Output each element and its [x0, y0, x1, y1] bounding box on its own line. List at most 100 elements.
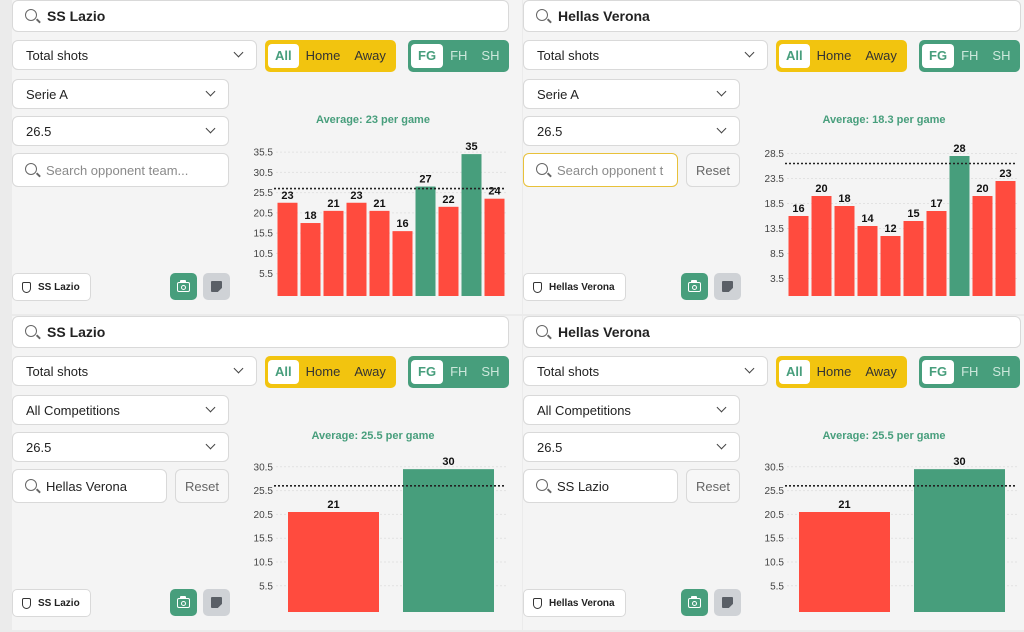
bar-value-label: 28 [953, 143, 965, 155]
team-search[interactable]: Hellas Verona [523, 0, 1021, 32]
screenshot-button[interactable] [170, 273, 197, 300]
team-search[interactable]: Hellas Verona [523, 316, 1021, 348]
bar-value-label: 22 [442, 194, 454, 206]
location-option-away[interactable]: Away [354, 364, 386, 379]
location-option-all[interactable]: All [268, 44, 299, 68]
bar-value-label: 27 [419, 174, 431, 186]
reset-button[interactable]: Reset [686, 469, 740, 503]
shield-icon [22, 281, 31, 293]
competition-select[interactable]: Serie A [523, 79, 740, 109]
team-badge: Hellas Verona [523, 273, 626, 301]
note-button[interactable] [714, 273, 741, 300]
competition-select[interactable]: All Competitions [12, 395, 229, 425]
bar-value-label: 24 [488, 186, 501, 198]
location-option-home[interactable]: Home [305, 48, 341, 63]
period-option-fh[interactable]: FH [961, 48, 979, 63]
y-tick-label: 10.5 [254, 249, 274, 260]
location-toggle: All Home Away [265, 356, 396, 388]
bar [369, 210, 390, 296]
period-option-fg[interactable]: FG [922, 360, 955, 384]
team-search-value: Hellas Verona [558, 8, 650, 24]
stat-select[interactable]: Total shots [12, 356, 257, 386]
location-option-all[interactable]: All [779, 360, 810, 384]
note-button[interactable] [203, 273, 230, 300]
stat-select[interactable]: Total shots [523, 40, 768, 70]
location-option-away[interactable]: Away [865, 364, 897, 379]
team-search[interactable]: SS Lazio [12, 316, 509, 348]
screenshot-button[interactable] [170, 589, 197, 616]
bar [903, 221, 924, 296]
period-option-fh[interactable]: FH [450, 364, 468, 379]
line-select[interactable]: 26.5 [12, 116, 229, 146]
stat-select-value: Total shots [537, 363, 600, 379]
opponent-search-input[interactable]: SS Lazio [523, 469, 678, 503]
bar [461, 154, 482, 296]
line-select[interactable]: 26.5 [523, 116, 740, 146]
bar [995, 181, 1016, 296]
period-option-fh[interactable]: FH [961, 364, 979, 379]
note-button[interactable] [203, 589, 230, 616]
team-search-value: SS Lazio [47, 324, 106, 340]
bar [438, 206, 459, 296]
competition-select[interactable]: All Competitions [523, 395, 740, 425]
line-select[interactable]: 26.5 [12, 432, 229, 462]
average-label: Average: 25.5 per game [311, 430, 435, 442]
location-option-home[interactable]: Home [305, 364, 341, 379]
reset-button[interactable]: Reset [175, 469, 229, 503]
opponent-search-input[interactable]: Search opponent team... [12, 153, 229, 187]
period-option-fg[interactable]: FG [922, 44, 955, 68]
bar [288, 512, 379, 612]
y-tick-label: 13.5 [765, 224, 785, 235]
period-option-fg[interactable]: FG [411, 360, 444, 384]
bar-value-label: 21 [327, 198, 339, 210]
search-icon [536, 9, 548, 21]
chevron-down-icon [205, 86, 216, 97]
competition-select-value: Serie A [537, 86, 579, 102]
camera-icon [180, 280, 186, 283]
period-option-sh[interactable]: SH [481, 48, 500, 63]
y-tick-label: 20.5 [254, 208, 274, 219]
period-option-sh[interactable]: SH [992, 364, 1011, 379]
location-option-home[interactable]: Home [816, 48, 852, 63]
stat-select[interactable]: Total shots [523, 356, 768, 386]
location-option-home[interactable]: Home [816, 364, 852, 379]
y-tick-label: 23.5 [765, 174, 785, 185]
bar-value-label: 23 [999, 168, 1011, 180]
period-option-sh[interactable]: SH [992, 48, 1011, 63]
search-icon [25, 325, 37, 337]
bar-value-label: 16 [396, 218, 408, 230]
line-select[interactable]: 26.5 [523, 432, 740, 462]
period-option-sh[interactable]: SH [481, 364, 500, 379]
y-tick-label: 25.5 [254, 188, 274, 199]
y-tick-label: 28.5 [765, 149, 785, 160]
shield-icon [533, 597, 542, 609]
bar [277, 202, 298, 296]
y-tick-label: 3.5 [770, 274, 784, 285]
search-icon [536, 163, 548, 175]
period-toggle: FG FH SH [919, 356, 1021, 388]
team-search[interactable]: SS Lazio [12, 0, 509, 32]
team-panel-3: SS Lazio Total shots All Home Away FG FH SH … [12, 316, 522, 630]
opponent-search-input[interactable]: Search opponent t [523, 153, 678, 187]
opponent-search-text: Hellas Verona [46, 478, 127, 494]
team-badge: Hellas Verona [523, 589, 626, 617]
period-option-fh[interactable]: FH [450, 48, 468, 63]
screenshot-button[interactable] [681, 589, 708, 616]
camera-icon [691, 280, 697, 283]
screenshot-button[interactable] [681, 273, 708, 300]
reset-button[interactable]: Reset [686, 153, 740, 187]
bar-value-label: 21 [373, 198, 385, 210]
chevron-down-icon [716, 439, 727, 450]
opponent-search-input[interactable]: Hellas Verona [12, 469, 167, 503]
y-tick-label: 25.5 [254, 486, 274, 497]
location-option-all[interactable]: All [268, 360, 299, 384]
competition-select[interactable]: Serie A [12, 79, 229, 109]
stat-select[interactable]: Total shots [12, 40, 257, 70]
period-option-fg[interactable]: FG [411, 44, 444, 68]
location-option-away[interactable]: Away [865, 48, 897, 63]
chevron-down-icon [205, 123, 216, 134]
location-option-all[interactable]: All [779, 44, 810, 68]
location-option-away[interactable]: Away [354, 48, 386, 63]
bar [323, 210, 344, 296]
note-button[interactable] [714, 589, 741, 616]
